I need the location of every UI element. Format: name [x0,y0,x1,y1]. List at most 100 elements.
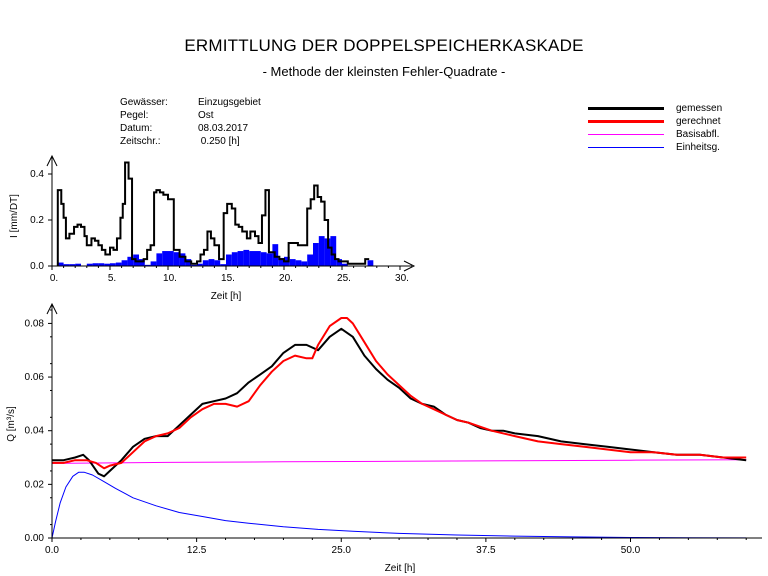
intensity-bar [249,251,255,266]
intensity-bar [92,263,99,266]
intensity-bar [69,264,76,266]
x-tick-label-top: 20. [279,273,293,284]
legend-swatch [588,120,664,123]
legend-label: gerechnet [676,116,721,127]
series-line-gerechnet [52,317,747,470]
intensity-bar [313,243,319,266]
intensity-bar [307,254,313,266]
x-tick-label-top: 30. [395,273,409,284]
intensity-bar [336,259,342,266]
intensity-bar [162,251,168,266]
legend-label: Einheitsg. [676,142,720,153]
y-tick-label-bottom: 0.02 [25,479,45,490]
intensity-step-line [56,161,370,266]
chart-title: ERMITTLUNG DER DOPPELSPEICHERKASKADE [184,36,584,55]
legend-swatch [588,134,664,135]
intensity-bar [179,253,186,266]
intensity-bar [115,262,122,266]
intensity-bar [104,263,110,266]
info-label: Datum: [120,123,153,134]
y-tick-label-bottom: 0.08 [25,318,45,329]
intensity-bar [278,257,284,266]
intensity-bar [220,264,226,266]
intensity-bar [260,252,267,266]
x-tick-label-top: 15. [221,273,235,284]
intensity-bar [237,251,244,266]
legend-item-einheitsganglinie: Einheitsg. [588,141,722,154]
y-axis-label-top: I [mm/DT] [9,194,20,238]
intensity-bar [63,264,70,266]
x-tick-label-top: 5. [108,273,116,284]
intensity-bar [324,238,331,266]
intensity-bar [214,260,221,266]
legend-label: gemessen [676,103,723,114]
legend-swatch [588,147,664,148]
intensity-bar [330,236,337,266]
info-label: Gewässer: [120,97,168,108]
series-line-gemessen [52,327,747,478]
info-row-gewaesser: Gewässer: Einzugsgebiet [120,96,261,109]
info-row-datum: Datum: 08.03.2017 [120,122,261,135]
legend-label: Basisabfl. [676,129,720,140]
info-value: Ost [198,110,214,121]
intensity-bar [75,263,81,266]
intensity-bar [367,260,374,266]
chart-subtitle: - Methode der kleinsten Fehler-Quadrate … [262,64,506,79]
intensity-bar [295,260,302,266]
intensity-bar [243,249,250,266]
intensity-bar [139,259,145,266]
intensity-bar [266,253,273,266]
x-tick-label-bottom: 50.0 [621,545,641,556]
info-value: 0.250 [h] [198,136,240,147]
axis-arrow [46,154,58,167]
x-tick-label-bottom: 12.5 [187,545,207,556]
intensity-bar [173,252,180,266]
y-tick-label-bottom: 0.00 [25,533,45,544]
series-line-einheitsg [51,471,747,539]
info-block: Gewässer: Einzugsgebiet Pegel: Ost Datum… [120,96,261,148]
legend-swatch [588,107,664,110]
intensity-bar [197,263,203,266]
intensity-bar [318,236,325,266]
intensity-bar [191,264,197,266]
x-axis-label-top: Zeit [h] [211,291,242,302]
intensity-bar [202,260,209,266]
legend-item-gemessen: gemessen [588,102,722,115]
intensity-bar [110,263,116,266]
intensity-bar [231,252,238,266]
info-row-pegel: Pegel: Ost [120,109,261,122]
intensity-bar [127,256,134,266]
x-tick-label-top: 25. [337,273,351,284]
info-value: Einzugsgebiet [198,97,261,108]
info-row-zeitschritt: Zeitschr.: 0.250 [h] [120,135,261,148]
intensity-bar [57,262,64,266]
x-tick-label-bottom: 37.5 [476,545,496,556]
intensity-bar [121,260,128,266]
y-axis-label-bottom: Q [m³/s] [6,406,17,442]
intensity-bar [226,254,232,266]
intensity-bar [150,261,157,266]
intensity-bar [301,261,308,266]
y-tick-label-bottom: 0.04 [25,426,45,437]
intensity-bar [342,263,348,266]
x-axis-label-bottom: Zeit [h] [385,563,416,574]
info-label: Zeitschr.: [120,136,161,147]
y-tick-label-top: 0.4 [30,169,44,180]
axis-arrow [46,302,58,315]
intensity-bar [185,259,192,266]
legend: gemessen gerechnet Basisabfl. Einheitsg. [588,102,722,154]
y-tick-label-top: 0.0 [30,261,44,272]
y-tick-label-top: 0.2 [30,215,44,226]
info-value: 08.03.2017 [198,123,249,134]
y-tick-label-bottom: 0.06 [25,372,45,383]
x-tick-label-top: 0. [50,273,58,284]
legend-item-gerechnet: gerechnet [588,115,722,128]
axis-arrow [403,260,416,272]
x-tick-label-top: 10. [163,273,177,284]
intensity-bar [168,251,174,266]
intensity-bar [255,251,261,266]
series-line-basisabfl [51,459,747,464]
intensity-bar [144,264,151,266]
x-tick-label-bottom: 25.0 [332,545,352,556]
